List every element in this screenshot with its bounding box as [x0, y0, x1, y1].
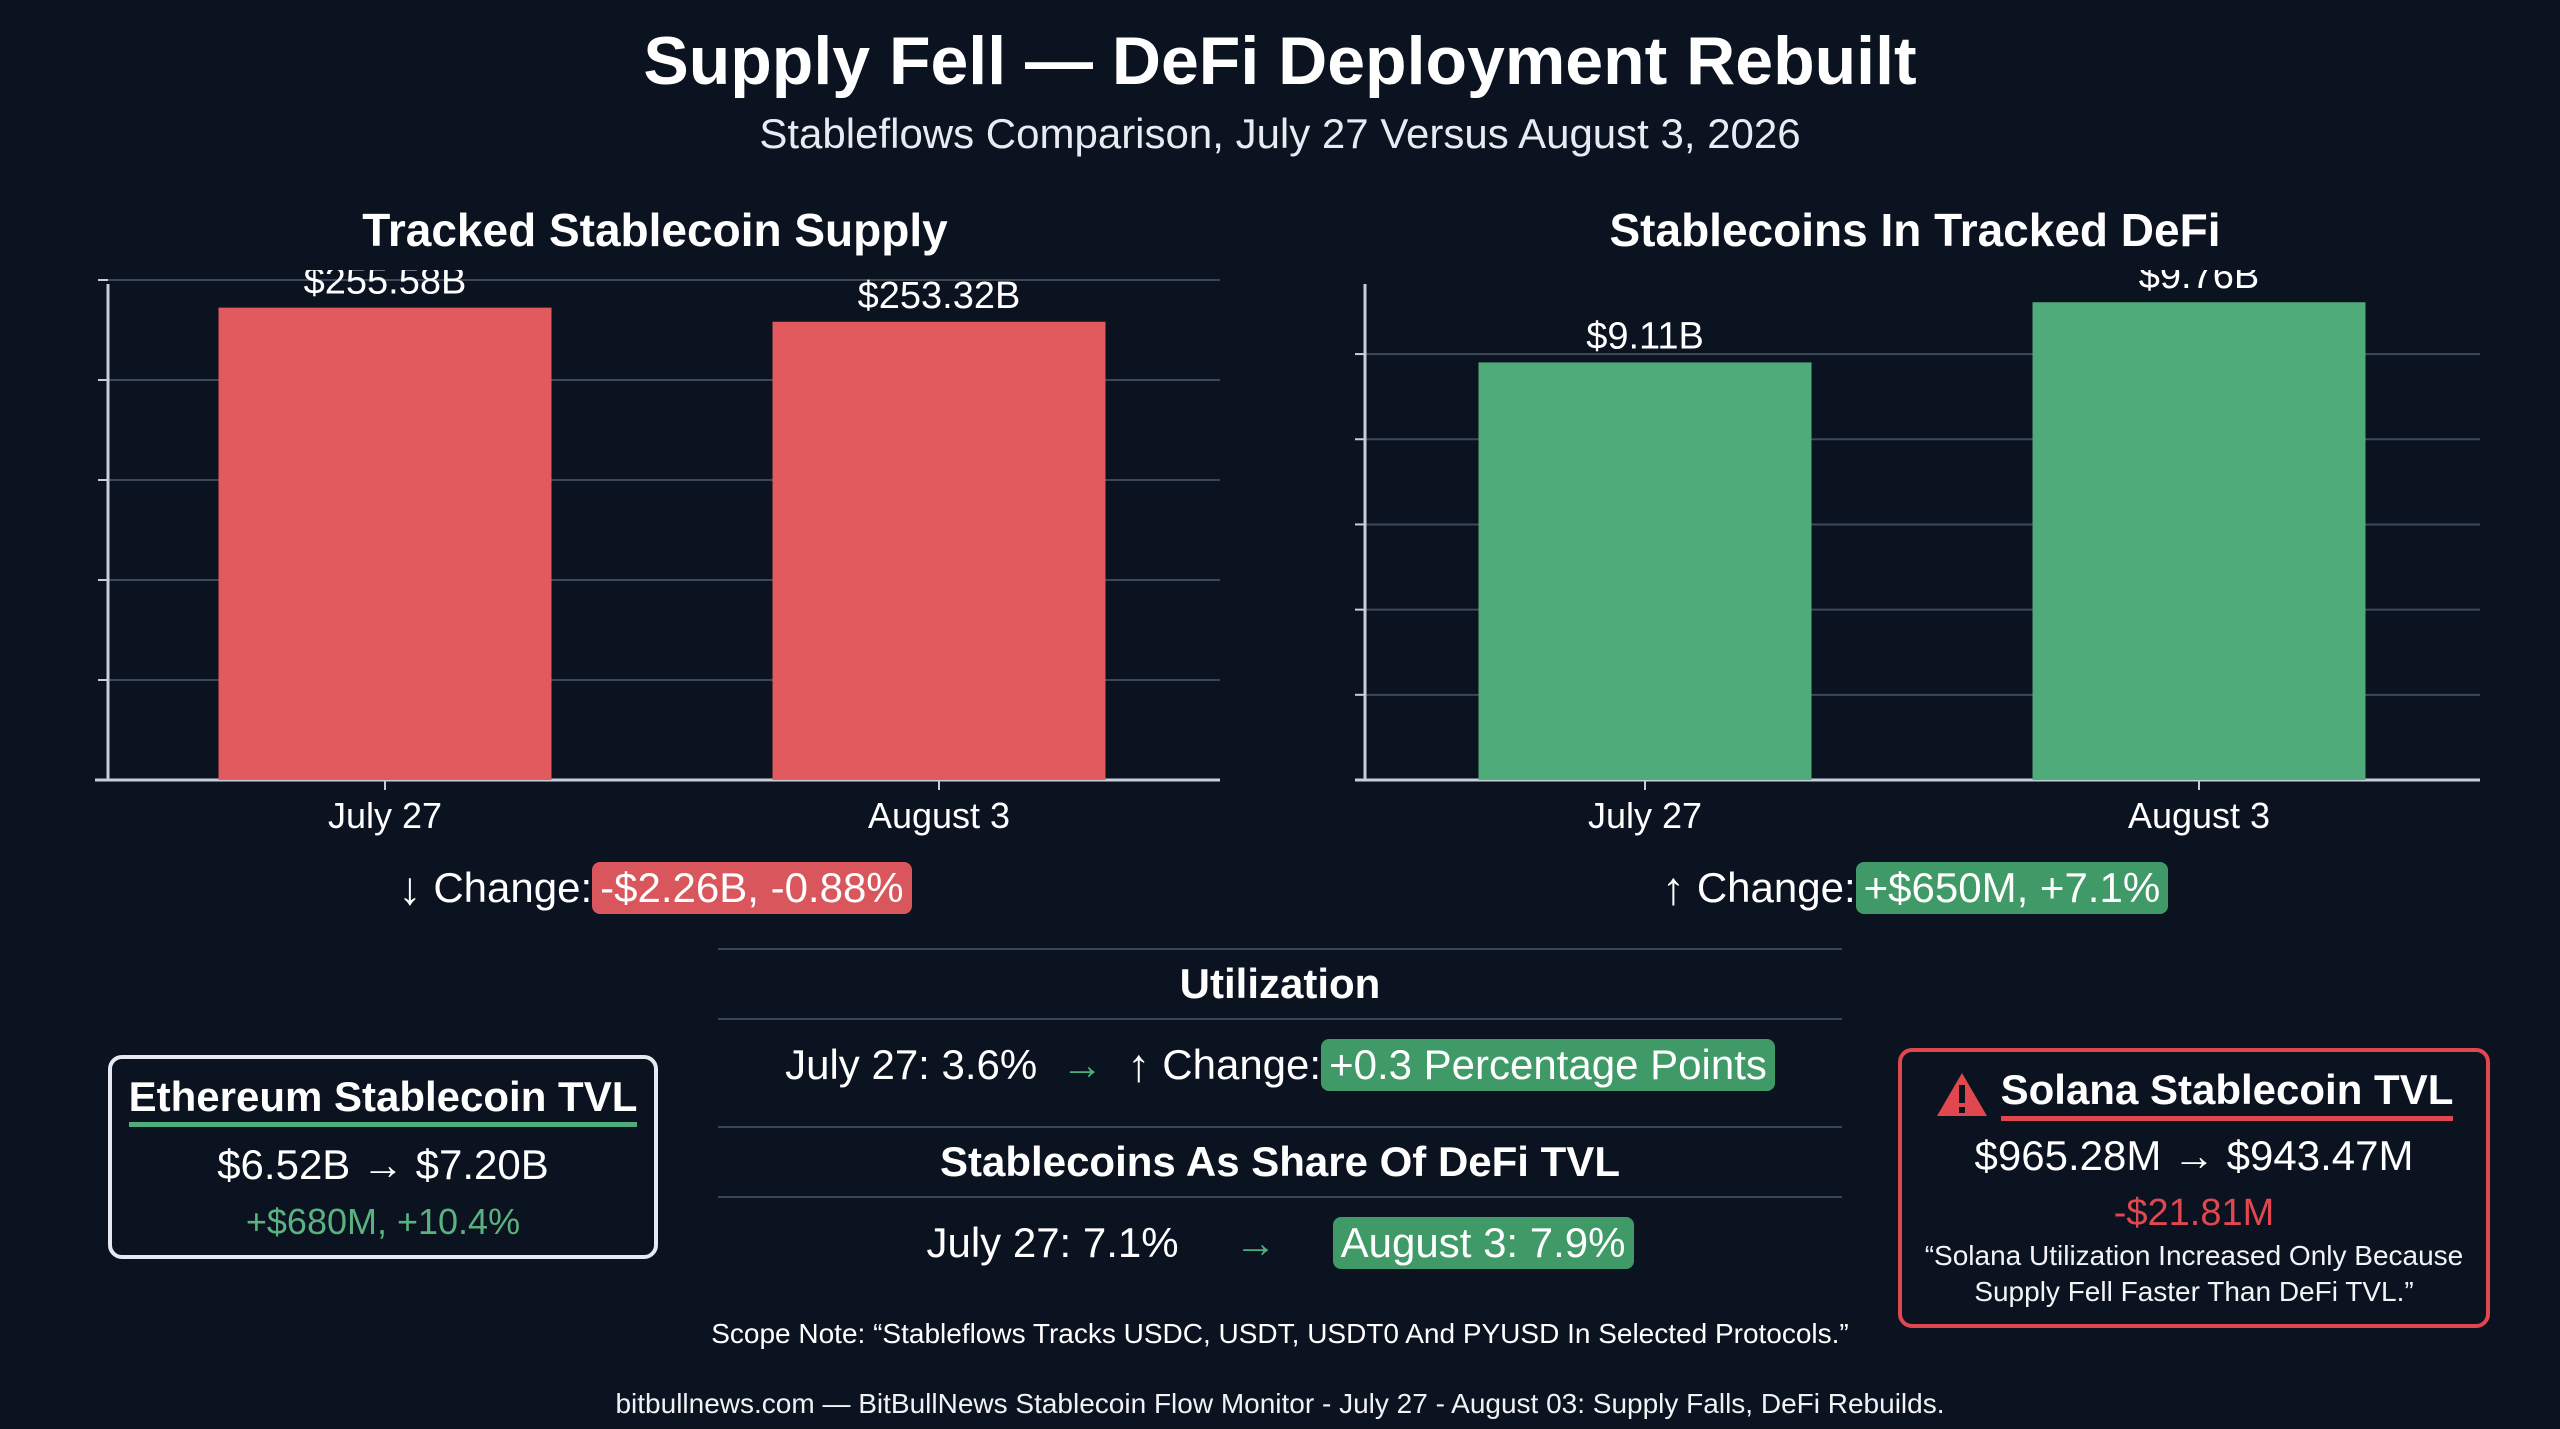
down-arrow-icon: ↓	[398, 862, 422, 914]
page-title: Supply Fell — DeFi Deployment Rebuilt	[643, 23, 1917, 99]
data-label: $255.58B	[304, 270, 467, 303]
x-tick-label: July 27	[1588, 795, 1702, 836]
right-arrow-icon: →	[1234, 1219, 1277, 1266]
solana-quote-line: “Solana Utilization Increased Only Becau…	[1924, 1240, 2464, 1271]
bar-1	[218, 307, 552, 780]
utilization-change-label: Change:	[1162, 1041, 1322, 1088]
bar-2	[2032, 302, 2366, 780]
data-label: $9.76B	[2139, 270, 2259, 297]
x-tick-label: August 3	[2128, 795, 2270, 836]
footer-text: bitbullnews.com — BitBullNews Stablecoin…	[615, 1388, 1945, 1419]
divider	[718, 1196, 1842, 1198]
share-before: July 27: 7.1%	[926, 1219, 1179, 1266]
solana-quote: “Solana Utilization Increased Only Becau…	[1902, 1238, 2486, 1310]
defi-change-label: Change:	[1696, 864, 1856, 911]
solana-card: Solana Stablecoin TVL $965.28M → $943.47…	[1898, 1048, 2490, 1328]
solana-title-text: Solana Stablecoin TVL	[2000, 1066, 2454, 1121]
utilization-change-badge: +0.3 Percentage Points	[1321, 1039, 1775, 1091]
scope-note: Scope Note: “Stableflows Tracks USDC, US…	[711, 1318, 1849, 1349]
solana-quote-line: Supply Fell Faster Than DeFi TVL.”	[1974, 1276, 2414, 1307]
share-after-badge: August 3: 7.9%	[1332, 1217, 1634, 1269]
right-arrow-icon: →	[1061, 1041, 1104, 1088]
bar-2	[772, 321, 1106, 780]
page-subtitle: Stableflows Comparison, July 27 Versus A…	[759, 110, 1801, 157]
ethereum-change: +$680M, +10.4%	[245, 1201, 521, 1242]
defi-chart-title: Stablecoins In Tracked DeFi	[1609, 204, 2221, 256]
defi-change-row: ↑ Change: +$650M, +7.1%	[1320, 857, 2510, 919]
data-label: $9.11B	[1586, 315, 1704, 357]
divider	[718, 1018, 1842, 1020]
supply-chart-title: Tracked Stablecoin Supply	[362, 204, 948, 256]
x-tick-label: July 27	[328, 795, 442, 836]
solana-card-header: Solana Stablecoin TVL	[1922, 1066, 2466, 1121]
supply-change-row: ↓ Change: -$2.26B, -0.88%	[60, 857, 1250, 919]
warning-triangle-icon	[1936, 1072, 1987, 1116]
up-arrow-icon: ↑	[1661, 862, 1685, 914]
utilization-before: July 27: 3.6%	[785, 1041, 1038, 1088]
supply-change-badge: -$2.26B, -0.88%	[592, 862, 912, 914]
utilization-row: July 27: 3.6% → ↑ Change: +0.3 Percentag…	[718, 1030, 1842, 1100]
ethereum-card-title: Ethereum Stablecoin TVL	[112, 1073, 654, 1127]
solana-value: $965.28M → $943.47M	[1974, 1132, 2414, 1179]
x-tick-label: August 3	[868, 795, 1010, 836]
defi-chart: $9.11B July 27 $9.76B August 3	[1355, 270, 2480, 836]
data-label: $253.32B	[858, 275, 1021, 317]
solana-change: -$21.81M	[2113, 1192, 2275, 1234]
ethereum-title-text: Ethereum Stablecoin TVL	[128, 1073, 638, 1127]
ethereum-value: $6.52B → $7.20B	[217, 1141, 549, 1188]
defi-change-badge: +$650M, +7.1%	[1855, 862, 2169, 914]
share-heading: Stablecoins As Share Of DeFi TVL	[940, 1138, 1620, 1185]
divider	[718, 948, 1842, 950]
ethereum-card: Ethereum Stablecoin TVL $6.52B → $7.20B …	[108, 1055, 658, 1259]
bar-1	[1478, 362, 1812, 780]
supply-change-label: Change:	[433, 864, 593, 911]
divider	[718, 1126, 1842, 1128]
utilization-heading: Utilization	[1179, 960, 1381, 1007]
up-arrow-icon: ↑	[1127, 1039, 1151, 1091]
supply-chart: $255.58B July 27 $253.32B August 3	[95, 270, 1220, 836]
share-row: July 27: 7.1% → August 3: 7.9%	[718, 1208, 1842, 1278]
